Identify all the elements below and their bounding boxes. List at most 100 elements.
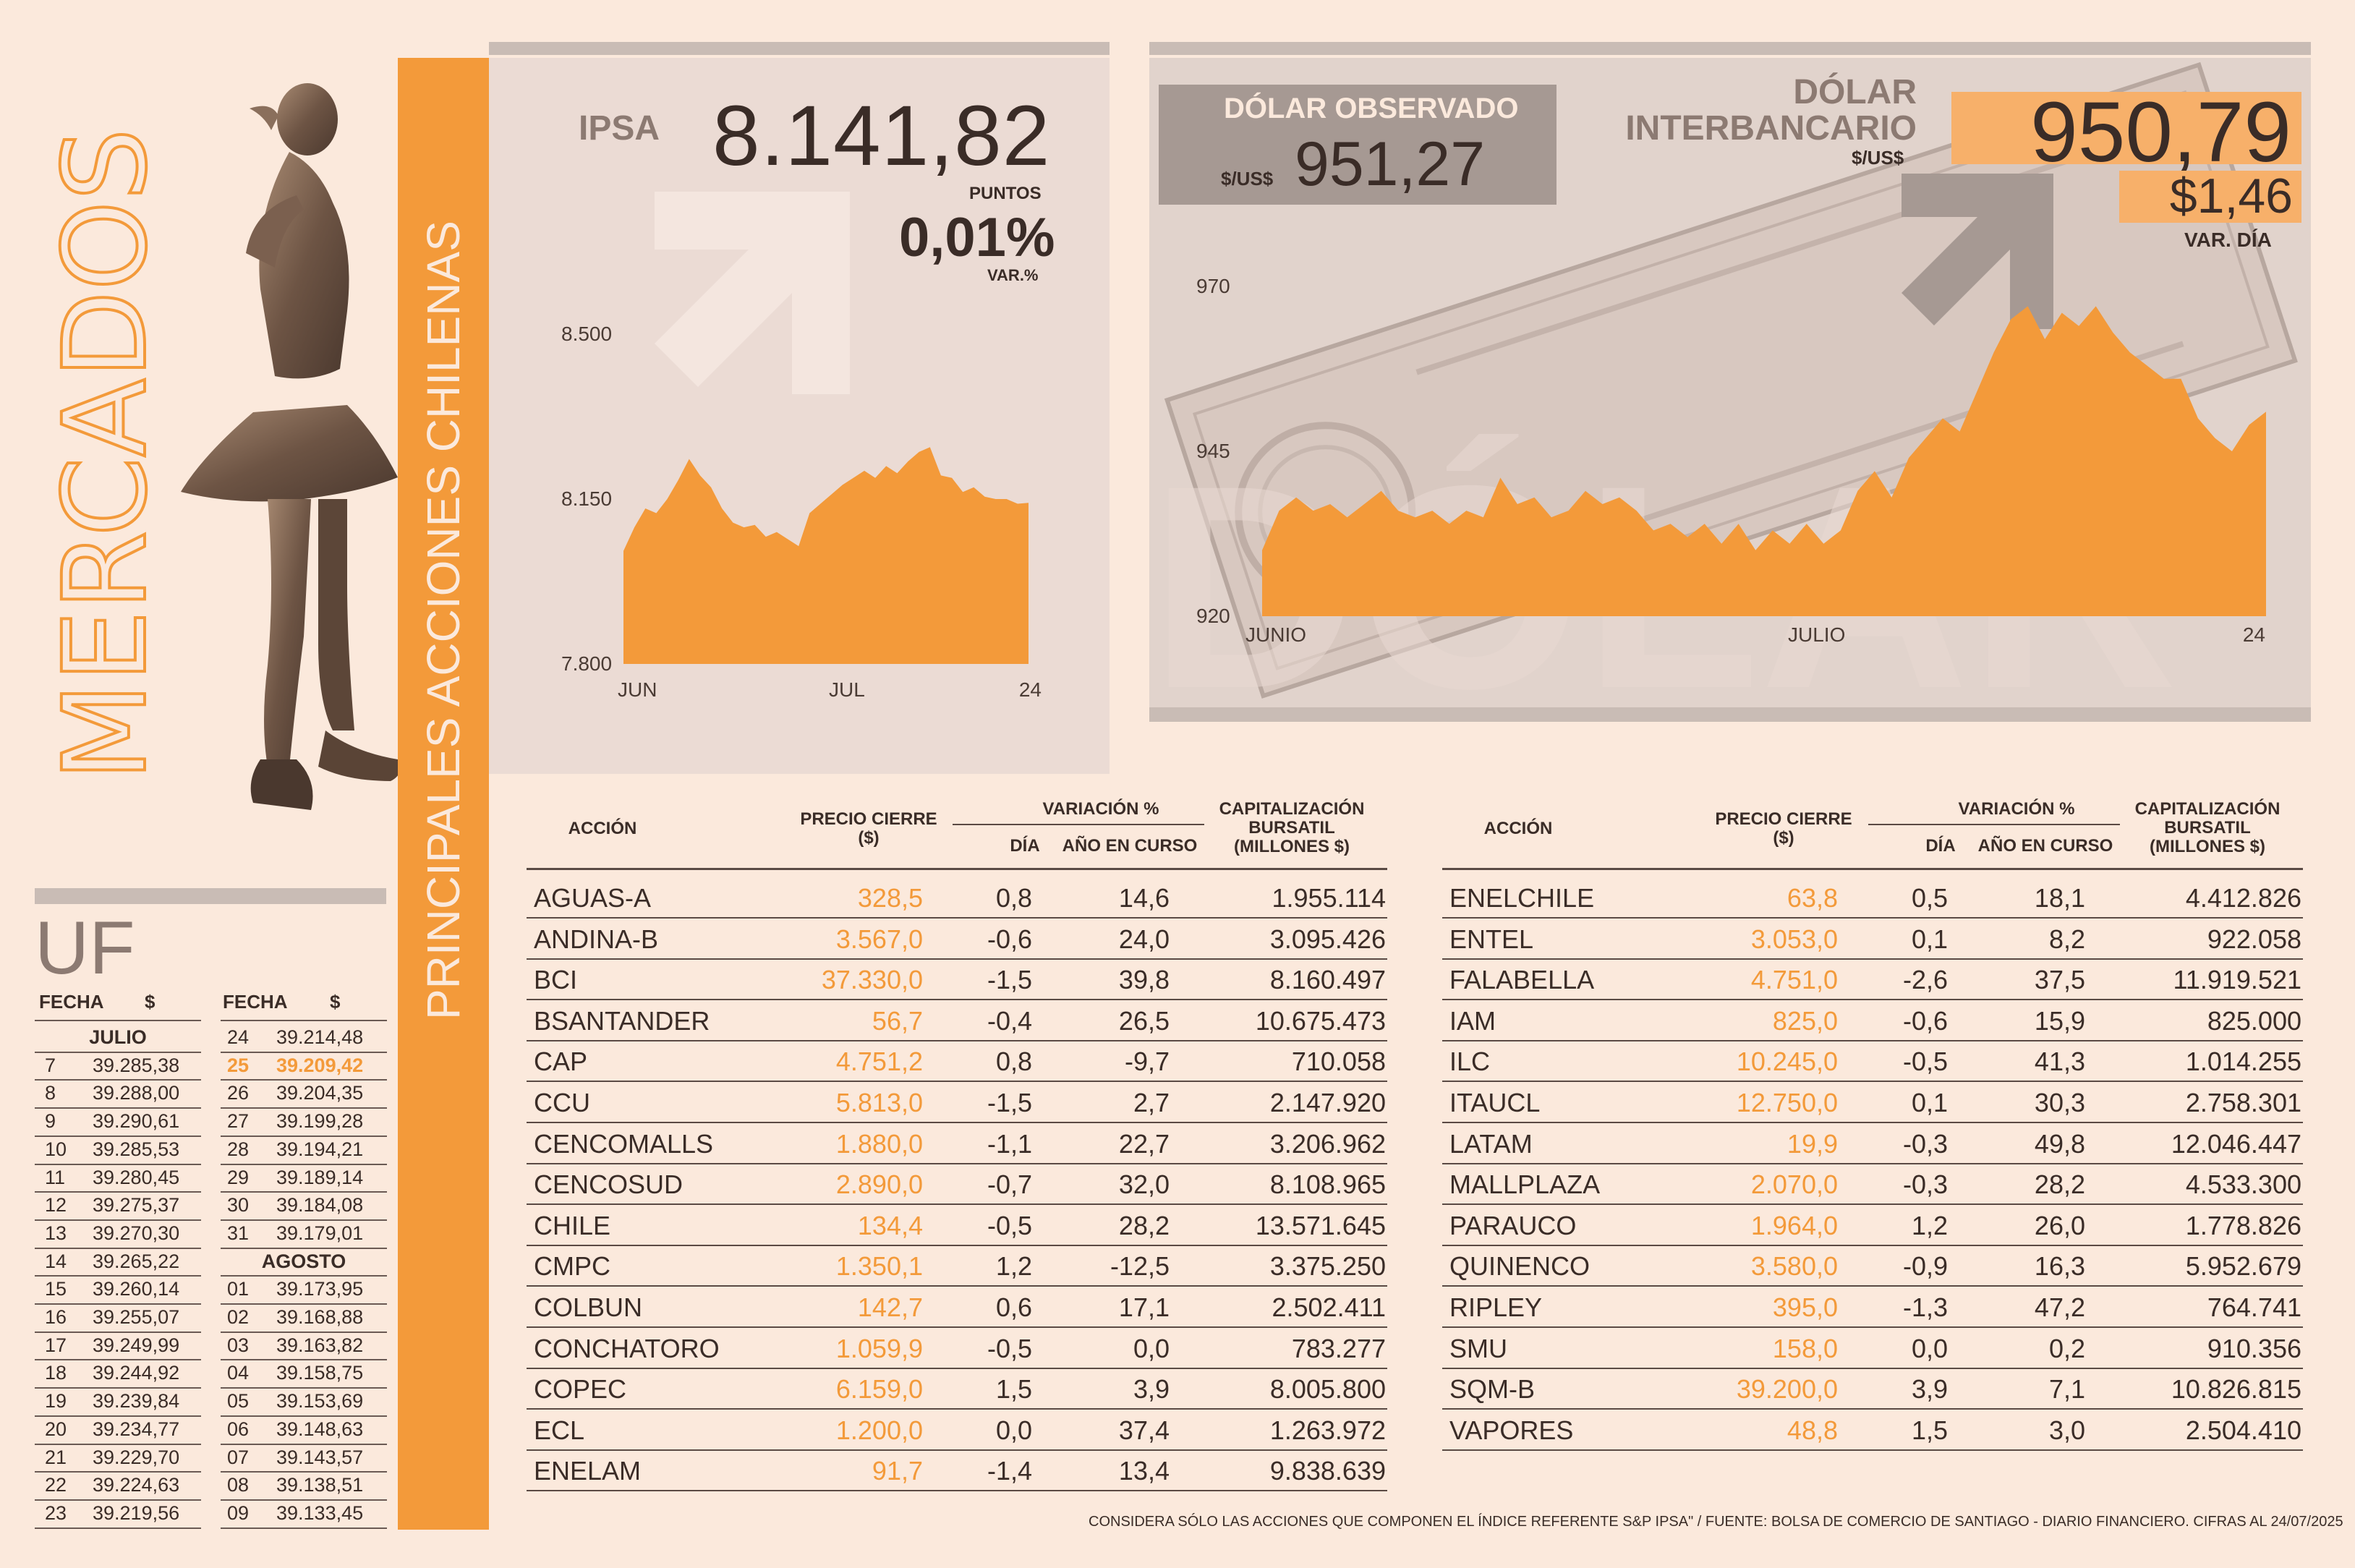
- uf-head-fecha-1: FECHA: [39, 991, 104, 1013]
- stock-var-ytd: 28,2: [2034, 1169, 2085, 1200]
- uf-value: 39.199,28: [276, 1110, 364, 1133]
- ipsa-label: IPSA: [579, 109, 660, 148]
- uf-date: 22: [45, 1474, 67, 1496]
- stock-var-ytd: 30,3: [2034, 1088, 2085, 1117]
- stock-name: CENCOSUD: [534, 1169, 683, 1200]
- row-divider: [1442, 999, 2303, 1001]
- uf-value: 39.260,14: [93, 1278, 180, 1300]
- stock-name: QUINENCO: [1449, 1251, 1590, 1282]
- stock-cap: 2.502.411: [1272, 1292, 1386, 1322]
- stock-var-ytd: 7,1: [2048, 1374, 2085, 1405]
- uf-rule: [221, 1443, 387, 1445]
- uf-rule: [221, 1247, 387, 1249]
- uf-date: 03: [227, 1334, 250, 1356]
- uf-value: 39.204,35: [276, 1082, 364, 1104]
- stock-var-ytd: 22,7: [1118, 1128, 1170, 1159]
- y-tick-label: 7.800: [561, 652, 612, 675]
- stock-var-ytd: 14,6: [1118, 883, 1170, 913]
- stock-var-day: -0,5: [1902, 1047, 1948, 1077]
- stock-cap: 10.826.815: [2171, 1374, 2301, 1405]
- stock-var-ytd: 3,9: [1133, 1374, 1170, 1405]
- series-area: [623, 447, 1029, 664]
- row-divider: [1442, 1326, 2303, 1328]
- stock-var-ytd: 37,5: [2034, 965, 2085, 995]
- row-divider: [527, 999, 1387, 1001]
- uf-date: 8: [45, 1082, 56, 1104]
- uf-date: 26: [227, 1082, 250, 1104]
- uf-rule: [35, 1020, 201, 1021]
- stock-var-day: -0,6: [987, 924, 1032, 954]
- header-anio: AÑO EN CURSO: [1977, 836, 2113, 856]
- row-divider: [1442, 1203, 2303, 1206]
- row-divider: [1442, 1122, 2303, 1123]
- stock-var-ytd: 0,2: [2048, 1333, 2085, 1363]
- stock-price: 4.751,2: [835, 1047, 923, 1077]
- stock-price: 63,8: [1787, 883, 1838, 913]
- uf-rule: [221, 1135, 387, 1137]
- stock-var-day: 1,2: [995, 1251, 1032, 1282]
- stock-var-ytd: 15,9: [2034, 1005, 2085, 1036]
- stock-var-day: 0,8: [995, 1047, 1032, 1077]
- stock-cap: 4.412.826: [2185, 883, 2301, 913]
- stock-price: 2.890,0: [835, 1169, 923, 1200]
- row-divider: [527, 1162, 1387, 1164]
- y-tick-label: 970: [1196, 275, 1230, 297]
- stock-price: 48,8: [1787, 1415, 1838, 1445]
- stock-cap: 13.571.645: [1255, 1210, 1386, 1240]
- dolar-interbancario-value: 950,79: [2030, 85, 2291, 180]
- header-precio: PRECIO CIERRE ($): [1715, 809, 1852, 848]
- stock-cap: 910.356: [2207, 1333, 2301, 1363]
- uf-date: 16: [45, 1306, 67, 1328]
- row-divider: [527, 1122, 1387, 1123]
- stock-price: 3.567,0: [835, 924, 923, 954]
- uf-date: 31: [227, 1222, 250, 1244]
- y-tick-label: 920: [1196, 605, 1230, 627]
- uf-date: 27: [227, 1110, 250, 1133]
- stock-var-day: -0,3: [1902, 1128, 1948, 1159]
- uf-value: 39.148,63: [276, 1418, 364, 1440]
- stock-price: 19,9: [1787, 1128, 1838, 1159]
- y-tick-label: 945: [1196, 440, 1230, 462]
- stock-name: CAP: [534, 1047, 588, 1077]
- stock-price: 5.813,0: [835, 1088, 923, 1117]
- uf-rule: [35, 1051, 201, 1053]
- uf-rule: [35, 1527, 201, 1529]
- row-divider: [527, 1285, 1387, 1287]
- row-divider: [527, 1244, 1387, 1246]
- uf-value: 39.290,61: [93, 1110, 180, 1133]
- stock-var-day: 0,0: [995, 1415, 1032, 1445]
- stock-var-ytd: 18,1: [2034, 883, 2085, 913]
- inter-title-line2: INTERBANCARIO: [1625, 109, 1917, 148]
- stock-cap: 764.741: [2207, 1292, 2301, 1322]
- stock-var-ytd: 26,0: [2034, 1210, 2085, 1240]
- uf-rule: [35, 1219, 201, 1221]
- stock-cap: 3.206.962: [1269, 1128, 1386, 1159]
- header-accion: ACCIÓN: [568, 819, 637, 838]
- stock-var-day: -0,7: [987, 1169, 1032, 1200]
- uf-value: 39.219,56: [93, 1501, 180, 1524]
- header-dia: DÍA: [1010, 836, 1040, 856]
- stock-cap: 4.533.300: [2185, 1169, 2301, 1200]
- statue-illustration: [181, 83, 401, 810]
- vertical-section-title: PRINCIPALES ACCIONES CHILENAS: [417, 221, 469, 1020]
- stock-var-day: -1,1: [987, 1128, 1032, 1159]
- uf-value: 39.194,21: [276, 1138, 364, 1160]
- row-divider: [1442, 1162, 2303, 1164]
- stock-var-day: 0,5: [1911, 883, 1948, 913]
- uf-value: 39.280,45: [93, 1166, 180, 1188]
- row-divider: [1442, 1367, 2303, 1369]
- stock-var-day: 0,8: [995, 883, 1032, 913]
- header-variacion: VARIACIÓN %: [1958, 799, 2075, 819]
- stock-name: AGUAS-A: [534, 883, 652, 913]
- uf-rule: [221, 1471, 387, 1473]
- stock-price: 37.330,0: [821, 965, 923, 995]
- stock-cap: 2.147.920: [1269, 1088, 1386, 1117]
- stock-var-day: -0,5: [987, 1210, 1032, 1240]
- stock-var-ytd: 49,8: [2034, 1128, 2085, 1159]
- stock-price: 395,0: [1772, 1292, 1838, 1322]
- row-divider: [1442, 958, 2303, 960]
- stock-var-ytd: 28,2: [1118, 1210, 1170, 1240]
- uf-top-rule: [35, 888, 386, 904]
- uf-rule: [35, 1359, 201, 1361]
- row-divider: [527, 1367, 1387, 1369]
